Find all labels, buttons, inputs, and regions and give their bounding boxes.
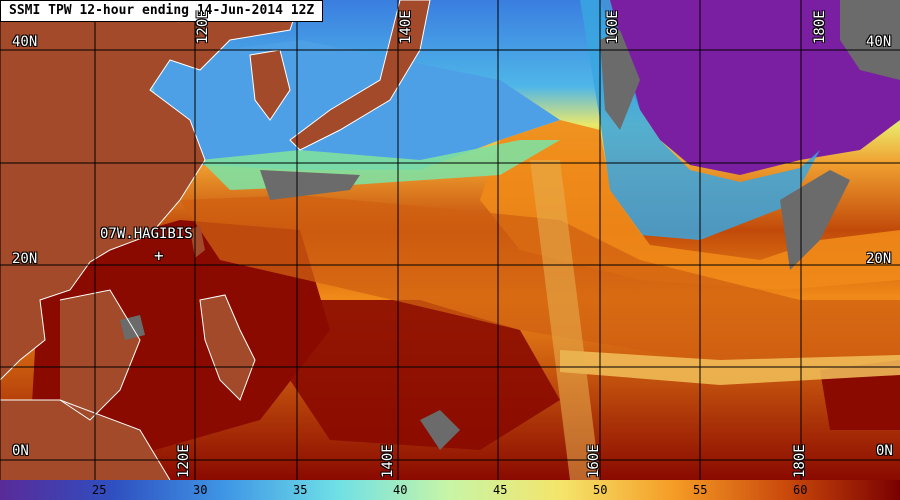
colorbar-tick-label: 50 <box>593 483 608 497</box>
lat-label-0n-right: 0N <box>876 443 893 459</box>
colorbar-tick-label: 60 <box>793 483 808 497</box>
asia-landmass <box>0 0 300 380</box>
tpw-colorbar <box>0 480 900 500</box>
colorbar-tick-label: 30 <box>193 483 208 497</box>
alaska-peninsula <box>840 0 900 80</box>
lon-label-160e-bottom: 160E <box>586 444 602 478</box>
colorbar-tick-label: 45 <box>493 483 508 497</box>
lat-label-20n-left: 20N <box>12 251 38 267</box>
lat-label-40n-right: 40N <box>866 34 892 50</box>
aleutian-missing <box>780 170 850 270</box>
lon-label-180e-top: 180E <box>812 10 828 44</box>
lon-label-120e-bottom: 120E <box>176 444 192 478</box>
indochina <box>60 290 140 420</box>
taiwan-island <box>190 225 205 258</box>
very-wet-region-central <box>280 300 560 450</box>
lon-label-120e-top: 120E <box>195 10 211 44</box>
lon-label-140e-bottom: 140E <box>380 444 396 478</box>
storm-name-label: 07W.HAGIBIS <box>100 226 193 242</box>
tpw-map <box>0 0 900 480</box>
colorbar-tick-label: 35 <box>293 483 308 497</box>
lat-label-0n-left: 0N <box>12 443 29 459</box>
wet-band <box>180 195 900 360</box>
lat-label-20n-right: 20N <box>866 251 892 267</box>
missing-data-patch <box>260 170 360 200</box>
korea-peninsula <box>250 50 290 120</box>
lon-label-160e-top: 160E <box>605 10 621 44</box>
kamchatka <box>600 30 640 130</box>
lat-lon-grid <box>0 0 900 480</box>
colorbar-tick-label: 25 <box>92 483 107 497</box>
swath-strip <box>530 160 600 480</box>
missing-data-patch <box>420 410 460 450</box>
lon-label-140e-top: 140E <box>398 10 414 44</box>
colorbar-tick-label: 40 <box>393 483 408 497</box>
dry-air-edge <box>580 0 820 240</box>
map-title: SSMI TPW 12-hour ending 14-Jun-2014 12Z <box>0 0 324 22</box>
japan-islands <box>290 0 430 150</box>
dry-air-region <box>600 0 900 175</box>
colorbar-gradient <box>0 480 900 500</box>
coastlines <box>0 0 431 480</box>
lat-label-40n-left: 40N <box>12 34 38 50</box>
colorbar-tick-label: 55 <box>693 483 708 497</box>
lon-label-180e-bottom: 180E <box>792 444 808 478</box>
storm-position-marker: + <box>154 246 164 265</box>
philippines <box>200 295 255 400</box>
